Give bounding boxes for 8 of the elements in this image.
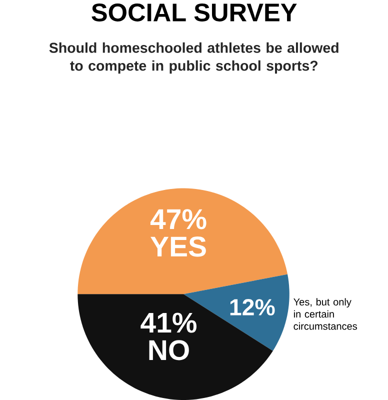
slice-label: NO (149, 340, 189, 360)
chart-subtitle: Should homeschooled athletes be allowed to compete in public school sports? (49, 42, 338, 74)
chart-title: SOCIAL SURVEY (92, 4, 297, 22)
data-label: 47% (150, 209, 206, 230)
data-label: 41% (140, 312, 196, 333)
data-label: 12% (230, 299, 275, 316)
slice-label: YES (150, 236, 206, 257)
slice-label: Yes, but only in certain circumstances (293, 298, 357, 330)
